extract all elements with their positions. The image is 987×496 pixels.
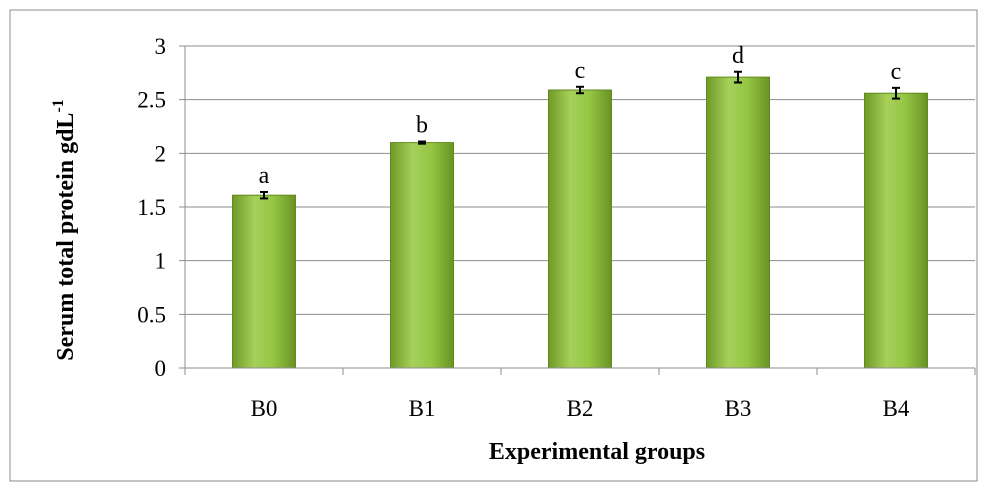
bar-B4 <box>864 92 928 369</box>
y-tick-labels: 0 0.5 1 1.5 2 2.5 3 <box>137 34 166 381</box>
significance-label: b <box>416 113 428 139</box>
significance-labels: a b c d c <box>259 43 902 189</box>
y-tick-label: 0.5 <box>137 302 166 327</box>
x-axis-title: Experimental groups <box>489 439 705 465</box>
error-bars <box>260 70 900 200</box>
bar-B0 <box>232 194 296 369</box>
x-axis <box>184 367 976 375</box>
y-tick-label: 1.5 <box>137 195 166 220</box>
y-tick-label: 1 <box>155 249 167 274</box>
chart-border <box>9 9 978 482</box>
x-tick-label: B4 <box>883 396 910 421</box>
x-tick-labels: B0 B1 B2 B3 B4 <box>251 396 910 421</box>
y-tick-label: 2.5 <box>137 88 166 113</box>
y-axis-title: Serum total protein gdL-1 <box>50 99 79 361</box>
significance-label: c <box>891 59 902 85</box>
y-tick-label: 3 <box>155 34 167 59</box>
bar-B3 <box>706 76 770 369</box>
y-tick-label: 0 <box>155 356 167 381</box>
x-tick-label: B3 <box>725 396 752 421</box>
y-tick-label: 2 <box>155 141 167 166</box>
bars <box>232 76 928 369</box>
significance-label: d <box>732 43 744 69</box>
bar-B2 <box>548 89 612 369</box>
x-tick-label: B0 <box>251 396 278 421</box>
y-axis-title-superscript: -1 <box>50 99 67 112</box>
x-tick-label: B1 <box>409 396 436 421</box>
significance-label: c <box>575 58 586 84</box>
x-tick-label: B2 <box>567 396 594 421</box>
y-axis-title-text: Serum total protein gdL <box>53 113 79 361</box>
bar-B1 <box>390 142 454 369</box>
significance-label: a <box>259 163 270 189</box>
